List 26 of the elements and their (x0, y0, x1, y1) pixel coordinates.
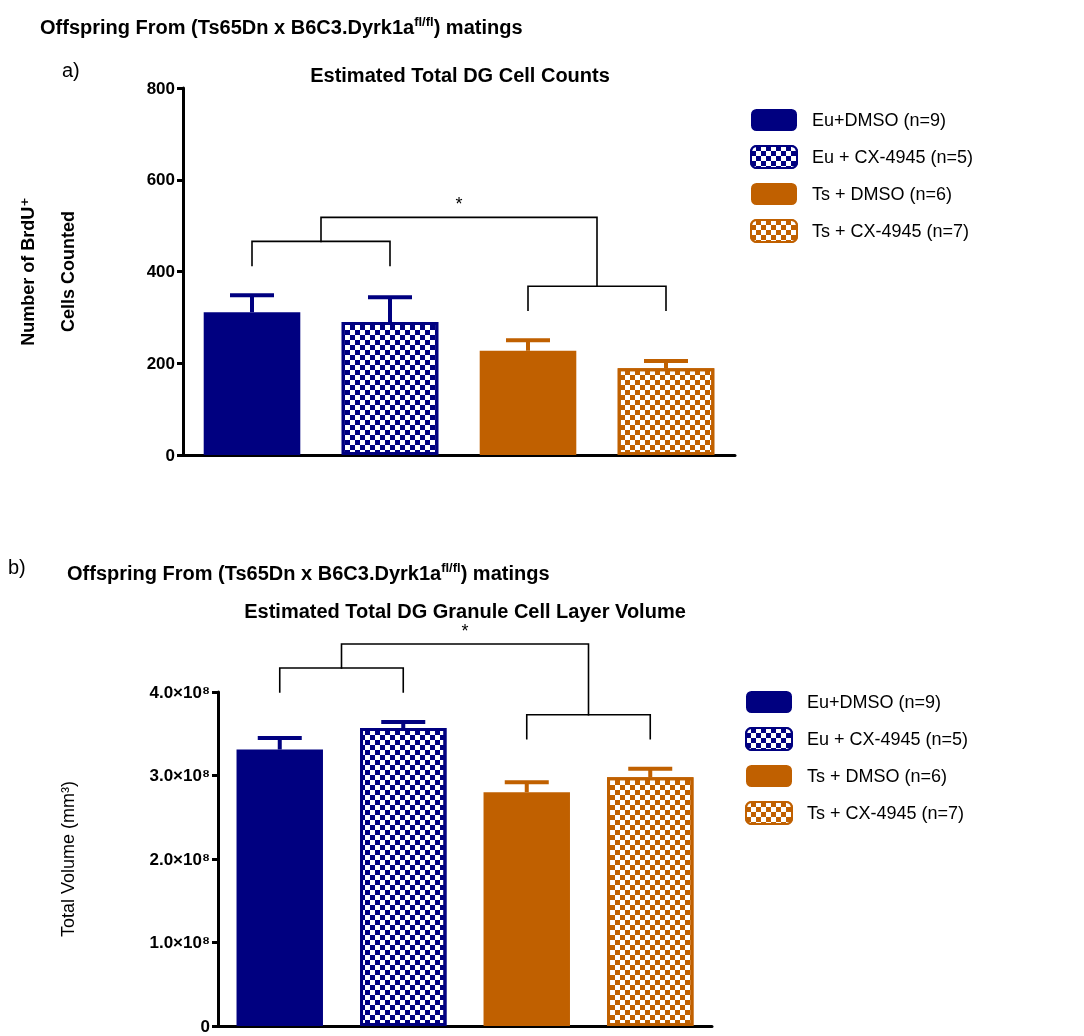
legend-label: Eu + CX-4945 (n=5) (807, 729, 969, 749)
y-tick-label: 600 (146, 170, 175, 190)
legend-label: Eu + CX-4945 (n=5) (812, 147, 974, 167)
chart-subtitle: Estimated Total DG Granule Cell Layer Volume (244, 600, 686, 622)
text: * (461, 621, 469, 642)
y-axis-title: Total Volume (mm³) (58, 780, 78, 938)
y-tick-label: 800 (146, 78, 175, 98)
y-tick-label: 0 (165, 445, 175, 465)
y-tick-label: 200 (146, 353, 175, 373)
y-tick-label: 0 (200, 1016, 210, 1036)
legend-label: Ts + DMSO (n=6) (812, 184, 953, 204)
y-tick-label: 2.0×10⁸ (149, 849, 210, 869)
legend-label: Ts + CX-4945 (n=7) (807, 803, 965, 823)
y-tick-label: 4.0×10⁸ (149, 682, 210, 702)
text: b) (8, 556, 26, 578)
legend-label: Ts + DMSO (n=6) (807, 766, 948, 786)
y-axis-title: Number of BrdU⁺ Cells Counted (18, 197, 78, 346)
y-tick-label: 1.0×10⁸ (149, 933, 210, 952)
legend-label: Ts + CX-4945 (n=7) (812, 221, 970, 241)
text: a) (62, 59, 80, 81)
annotation: * (455, 194, 463, 215)
y-tick-label: 400 (146, 262, 175, 281)
chart-subtitle: Estimated Total DG Cell Counts (310, 64, 610, 86)
legend-label: Eu+DMSO (n=9) (812, 110, 947, 130)
legend-label: Eu+DMSO (n=9) (807, 692, 942, 712)
y-tick-label: 3.0×10⁸ (149, 766, 210, 785)
